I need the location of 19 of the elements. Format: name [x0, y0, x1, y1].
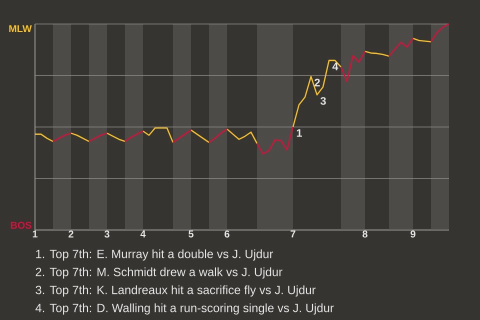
- x-tick-label: 5: [188, 230, 194, 238]
- annotation: 1: [296, 129, 302, 137]
- x-tick-label: 8: [362, 230, 368, 238]
- text: 3. Top 7th: K. Landreaux hit a sacrifice fly vs J. Ujdur: [36, 285, 316, 297]
- x-tick-label: 4: [140, 230, 146, 238]
- text: MLW: [9, 25, 32, 32]
- x-tick-label: 9: [410, 230, 416, 238]
- x-tick-label: 2: [68, 230, 74, 238]
- annotation: 3: [320, 97, 326, 105]
- x-tick-label: 6: [224, 230, 230, 238]
- x-tick-label: 3: [104, 230, 110, 238]
- x-tick-label: 1: [32, 230, 38, 238]
- x-tick-label: 7: [290, 230, 296, 238]
- text: BOS: [10, 222, 32, 229]
- annotation: 2: [314, 78, 320, 86]
- text: 4. Top 7th: D. Walling hit a run-scoring single vs J. Ujdur: [35, 303, 334, 315]
- annotation: 4: [332, 62, 338, 70]
- text: 1. Top 7th: E. Murray hit a double vs J. Ujdur: [36, 249, 274, 261]
- text: 2. Top 7th: M. Schmidt drew a walk vs J. Ujdur: [36, 267, 282, 279]
